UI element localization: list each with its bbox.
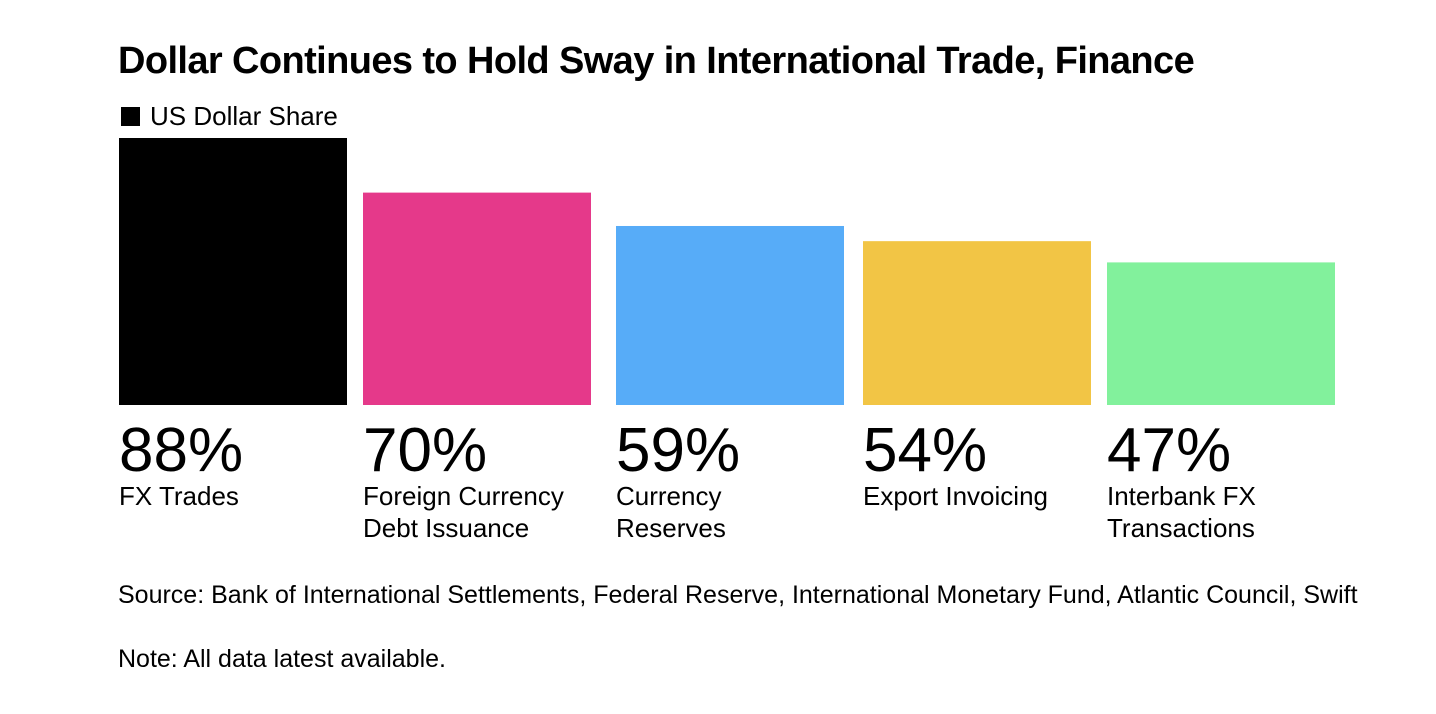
bar-4 (1107, 262, 1335, 405)
value-label-2: 59% (616, 416, 740, 485)
value-label-1: 70% (363, 416, 487, 485)
category-label-3-line-0: Export Invoicing (863, 481, 1048, 511)
category-label-4-line-1: Transactions (1107, 513, 1255, 543)
source-text: Source: Bank of International Settlement… (118, 581, 1358, 609)
bar-1 (363, 192, 591, 405)
bar-3 (863, 241, 1091, 405)
legend-swatch (121, 106, 140, 126)
category-label-2-line-1: Reserves (616, 513, 726, 543)
value-label-0: 88% (119, 416, 243, 485)
legend: US Dollar Share (121, 101, 338, 131)
value-label-3: 54% (863, 416, 987, 485)
category-label-0-line-0: FX Trades (119, 481, 239, 511)
bar-2 (616, 225, 844, 405)
chart-title: Dollar Continues to Hold Sway in Interna… (118, 40, 1195, 82)
legend-label: US Dollar Share (150, 100, 338, 131)
category-label-4-line-0: Interbank FX (1107, 481, 1256, 511)
category-label-1-line-1: Debt Issuance (363, 513, 529, 543)
value-label-4: 47% (1107, 416, 1231, 485)
bar-0 (119, 138, 347, 405)
category-label-2-line-0: Currency (616, 481, 721, 511)
category-label-1-line-0: Foreign Currency (363, 481, 564, 511)
note-text: Note: All data latest available. (118, 645, 446, 673)
